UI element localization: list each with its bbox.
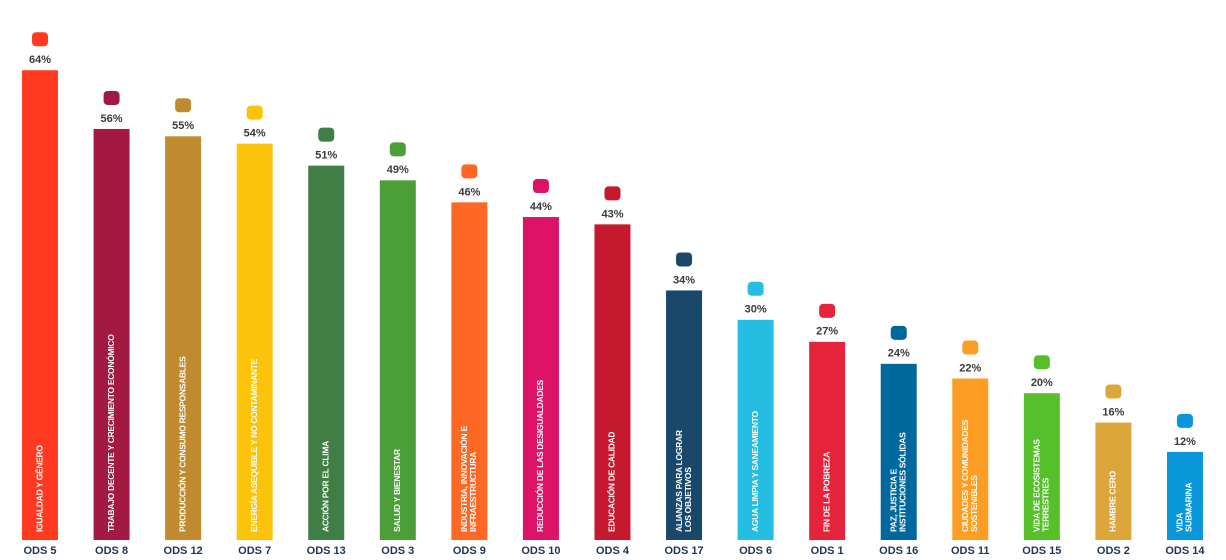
value-label: 43% [601,208,623,220]
value-label: 22% [959,362,981,374]
value-label: 51% [315,150,337,162]
bar-inner-label: ENERGÍA ASEQUIBLE Y NO CONTAMINANTE [249,358,259,532]
x-tick-label: ODS 16 [879,545,918,557]
x-tick-label: ODS 4 [596,545,630,557]
bar-inner-label: VIDA DE ECOSISTEMAS [1032,439,1042,532]
value-label: 34% [673,274,695,286]
icon [532,179,549,194]
x-tick-label: ODS 11 [951,545,990,557]
x-tick-label: ODS 13 [307,545,346,557]
icon [1176,413,1193,428]
icon [962,340,979,355]
value-label: 27% [816,326,838,338]
value-label: 12% [1174,436,1196,448]
bar-inner-label: INSTITUCIONES SÓLIDAS [896,432,907,532]
bar-inner-label: SUBMARINA [1184,483,1194,532]
x-tick-label: ODS 15 [1022,545,1061,557]
bar-inner-label: SALUD Y BIENESTAR [392,449,402,532]
bar-inner-label: LOS OBJETIVOS [683,467,693,532]
bar-inner-label: CIUDADES Y COMUNIDADES [960,419,970,532]
icon [389,142,406,157]
icon [103,90,120,105]
bar-inner-label: VIDA [1175,513,1185,532]
x-tick-label: ODS 5 [23,545,56,557]
bar [522,217,559,541]
icon [246,105,263,120]
bar [1023,393,1060,540]
x-tick-label: ODS 2 [1097,545,1130,557]
x-tick-label: ODS 12 [164,545,203,557]
bar-inner-label: ACCIÓN POR EL CLIMA [319,441,330,532]
value-label: 64% [29,54,51,66]
bar [165,136,202,541]
icon [1033,355,1050,370]
icon [890,325,907,340]
icon [318,127,335,142]
bar [1166,451,1203,540]
bar [952,378,989,540]
bar-inner-label: EDUCACIÓN DE CALIDAD [606,432,617,532]
value-label: 49% [387,164,409,176]
value-label: 46% [458,186,480,198]
bar-inner-label: TERRESTRES [1041,477,1051,532]
x-tick-label: ODS 8 [95,545,128,557]
icon [461,164,478,179]
bar [594,224,631,540]
bar-inner-label: IGUALDAD Y GÉNERO [34,445,44,532]
value-label: 56% [101,113,123,125]
icon [676,252,693,267]
bar-inner-label: REDUCCIÓN DE LAS DESIGUALDADES [534,379,545,532]
icon [604,186,621,201]
value-label: 44% [530,201,552,213]
x-tick-label: ODS 7 [238,545,271,557]
x-tick-label: ODS 9 [453,545,486,557]
value-label: 30% [745,304,767,316]
bar-inner-label: ALIANZAS PARA LOGRAR [674,430,684,532]
x-tick-label: ODS 1 [811,545,844,557]
icon [1105,384,1122,399]
value-label: 20% [1031,377,1053,389]
value-label: 16% [1102,406,1124,418]
bar [809,341,846,540]
bar [308,165,345,540]
x-tick-label: ODS 17 [664,545,703,557]
bar-inner-label: SOSTENIBLES [969,475,979,532]
bar [666,290,703,540]
x-tick-label: ODS 6 [739,545,772,557]
value-label: 24% [888,348,910,360]
bar [451,202,488,541]
value-label: 55% [172,120,194,132]
x-tick-label: ODS 10 [521,545,560,557]
bar-inner-label: INFRAESTRUCTURA [468,452,478,532]
bar [880,363,917,540]
bar-inner-label: INDUSTRIA, INNOVACIÓN E [458,426,469,532]
bar [22,70,58,541]
icon [747,281,764,296]
bar [1095,422,1132,540]
x-tick-label: ODS 14 [1165,545,1205,557]
bar-inner-label: HAMBRE CERO [1108,470,1118,532]
bar-inner-label: TRABAJO DECENTE Y CRECIMIENTO ECONÓMICO [105,334,116,532]
icon [819,303,836,318]
x-tick-label: ODS 3 [381,545,414,557]
bar-inner-label: PRODUCCIÓN Y CONSUMO RESPONSABLES [176,356,187,532]
bar-inner-label: AGUA LIMPIA Y SANEAMIENTO [750,411,760,532]
icon [175,98,192,113]
bar [379,180,416,540]
bar [236,143,273,540]
bar [93,128,130,540]
value-label: 54% [244,128,266,140]
bar-inner-label: PAZ, JUSTICIA E [888,468,898,532]
icon [32,32,48,47]
bar-inner-label: FIN DE LA POBREZA [821,452,831,532]
bar [737,319,774,540]
